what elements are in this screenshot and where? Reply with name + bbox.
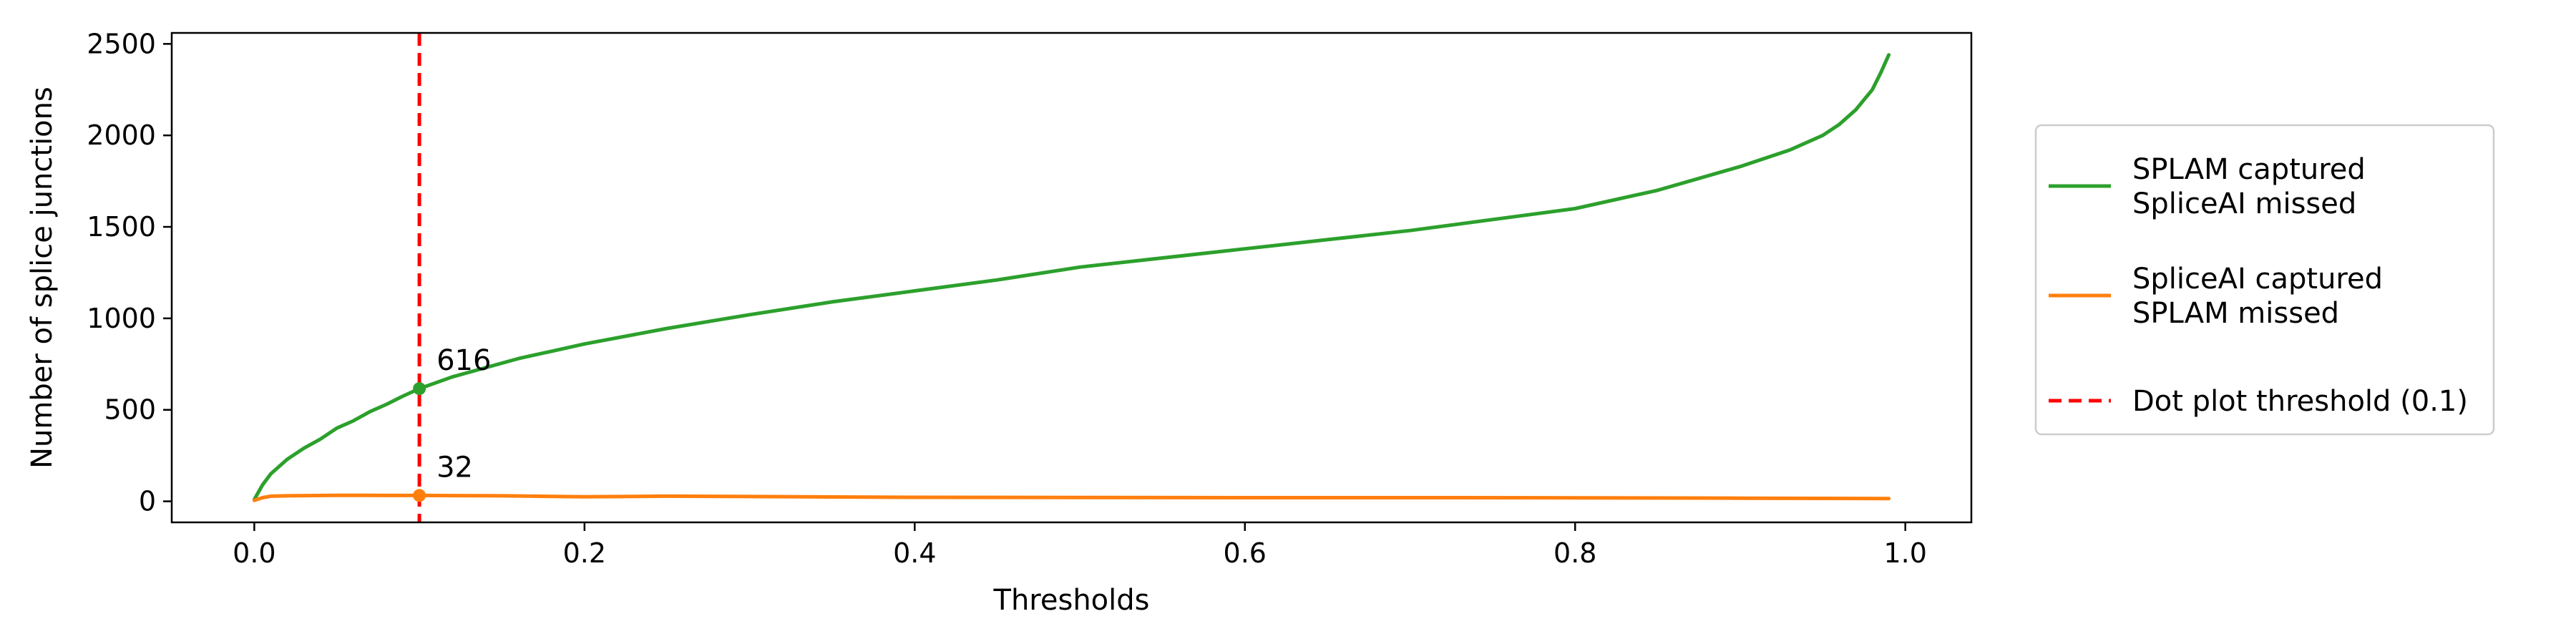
- y-tick-label: 2000: [87, 119, 156, 151]
- plot-area: 616 32: [252, 33, 1891, 522]
- legend-label-0: SPLAM captured: [2132, 153, 2366, 186]
- y-tick-label: 1000: [87, 303, 156, 334]
- x-tick-label: 1.0: [1883, 537, 1926, 569]
- x-tick-label: 0.4: [893, 537, 936, 569]
- x-tick-label: 0.2: [563, 537, 606, 569]
- y-tick-label: 500: [104, 394, 156, 426]
- y-axis-title: Number of splice junctions: [26, 87, 59, 469]
- annotation-label-0: 616: [436, 344, 491, 377]
- y-tick-label: 0: [139, 486, 156, 517]
- legend-box: [2034, 124, 2495, 436]
- axes-frame: [170, 31, 1973, 524]
- y-tick-label: 1500: [87, 211, 156, 243]
- x-tick-label: 0.0: [233, 537, 275, 569]
- x-tick-label: 0.8: [1553, 537, 1596, 569]
- legend-label-1: SPLAM missed: [2132, 297, 2339, 330]
- x-tick-label: 0.6: [1224, 537, 1267, 569]
- legend-label-1: SpliceAI captured: [2132, 263, 2383, 296]
- annotation-marker-0: [413, 382, 426, 396]
- series-group: [252, 33, 1891, 522]
- axes: 0.0 0.2 0.4 0.6 0.8 1.0 0 500 1000 1500 2000 2500 Th…: [26, 28, 1973, 617]
- series-line-1: [252, 493, 1891, 502]
- y-tick-label: 2500: [87, 28, 156, 59]
- annotation-label-1: 32: [436, 451, 473, 484]
- series-line-0: [252, 53, 1891, 502]
- legend-label-2: Dot plot threshold (0.1): [2132, 385, 2468, 418]
- annotation-marker-1: [413, 489, 426, 502]
- x-axis-title: Thresholds: [993, 584, 1150, 617]
- legend-label-0: SpliceAI missed: [2132, 187, 2356, 220]
